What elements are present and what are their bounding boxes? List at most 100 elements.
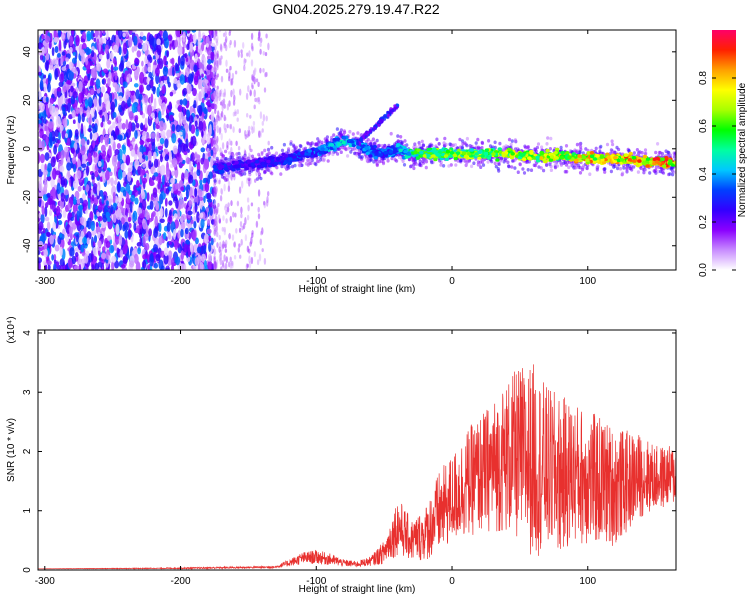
noise-cell [161, 102, 167, 112]
noise-cell [42, 227, 46, 234]
noise-cell [71, 255, 77, 265]
noise-cell [264, 52, 268, 57]
noise-cell [47, 74, 51, 85]
noise-cell [99, 135, 104, 144]
noise-cell [77, 113, 82, 124]
noise-cell [203, 195, 206, 204]
noise-cell [74, 129, 79, 137]
noise-cell [92, 183, 98, 194]
noise-cell [136, 50, 142, 58]
noise-cell [134, 130, 138, 139]
noise-cell [216, 144, 219, 152]
noise-cell [70, 85, 74, 93]
noise-cell [67, 202, 71, 209]
noise-cell [43, 244, 49, 249]
noise-cell [250, 32, 254, 41]
noise-cell [179, 198, 185, 209]
noise-cell [225, 59, 228, 67]
ridge-halo-cell [309, 142, 313, 146]
noise-cell [213, 144, 216, 151]
noise-cell [70, 216, 74, 221]
noise-cell [194, 187, 198, 198]
noise-cell [201, 136, 205, 146]
ridge-halo-cell [562, 161, 566, 165]
noise-cell [180, 263, 186, 270]
noise-cell [185, 57, 189, 62]
noise-cell [213, 103, 216, 110]
noise-cell [152, 151, 157, 160]
noise-cell [166, 129, 172, 138]
ridge-halo-cell [637, 151, 641, 156]
ridge-halo-cell [546, 136, 550, 140]
ridge-halo-cell [351, 147, 356, 151]
ridge-halo-cell [476, 137, 480, 142]
noise-cell [154, 111, 158, 119]
noise-cell [72, 91, 78, 99]
noise-cell [148, 160, 152, 170]
ridge-halo-cell [275, 165, 279, 170]
noise-cell [208, 30, 213, 36]
noise-cell [64, 263, 69, 270]
noise-cell [200, 147, 206, 153]
ridge-halo-cell [627, 148, 631, 153]
noise-cell [128, 121, 133, 133]
noise-cell [112, 202, 117, 211]
ridge-halo-cell [578, 165, 582, 170]
noise-cell [261, 227, 264, 235]
noise-cell [218, 219, 221, 224]
noise-cell [62, 106, 66, 115]
ridge-halo-cell [578, 142, 582, 146]
noise-cell [152, 86, 156, 95]
ridge-halo-cell [292, 143, 296, 148]
noise-cell [45, 104, 49, 116]
ridge-halo-cell [413, 142, 417, 146]
noise-cell [253, 251, 257, 258]
noise-cell [60, 154, 64, 166]
noise-cell [39, 102, 45, 112]
noise-cell [116, 143, 121, 149]
noise-cell [85, 263, 89, 270]
noise-cell [155, 253, 161, 262]
noise-cell [111, 260, 115, 270]
noise-cell [97, 215, 103, 222]
noise-cell [267, 140, 270, 146]
noise-cell [223, 183, 226, 192]
noise-cell [147, 150, 152, 160]
noise-cell [190, 124, 196, 134]
noise-cell [60, 124, 64, 131]
ridge-halo-cell [580, 167, 585, 172]
noise-cell [79, 215, 84, 225]
noise-cell [237, 247, 240, 253]
noise-cell [267, 190, 270, 197]
ridge-halo-cell [658, 150, 662, 155]
noise-cell [94, 214, 98, 220]
noise-cell [120, 163, 126, 171]
noise-cell [218, 246, 221, 253]
ridge-halo-cell [390, 156, 394, 161]
noise-cell [38, 249, 41, 255]
noise-cell [215, 220, 218, 226]
noise-cell [111, 255, 117, 263]
noise-cell [176, 72, 180, 77]
noise-cell [95, 221, 99, 228]
ridge-halo-cell [548, 147, 553, 151]
noise-cell [79, 106, 83, 116]
ridge-halo-cell [299, 144, 303, 149]
noise-cell [166, 112, 169, 122]
noise-cell [253, 104, 256, 110]
noise-cell [246, 214, 250, 221]
ridge-halo-cell [331, 152, 335, 157]
noise-cell [191, 30, 197, 33]
noise-cell [89, 88, 95, 96]
noise-cell [256, 259, 260, 266]
noise-cell [213, 34, 217, 41]
noise-cell [201, 253, 206, 263]
ridge-halo-cell [224, 149, 228, 154]
noise-cell [64, 133, 69, 139]
noise-cell [158, 236, 163, 246]
noise-cell [108, 145, 112, 157]
ridge-halo-cell [621, 171, 625, 176]
noise-cell [164, 138, 169, 149]
noise-cell [239, 88, 242, 96]
noise-cell [62, 85, 67, 93]
